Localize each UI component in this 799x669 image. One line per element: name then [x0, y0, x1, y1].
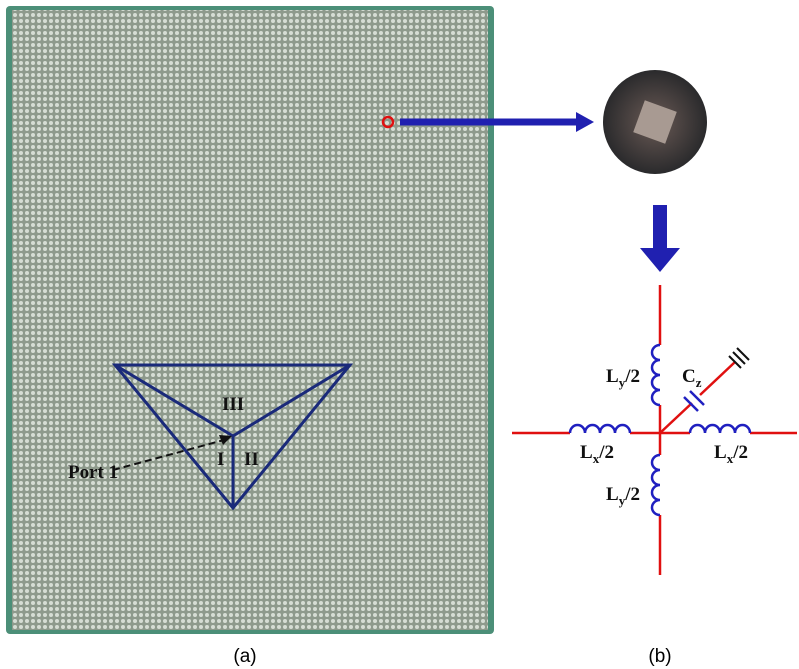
figure: III I II Port 1 Ly/2 Cz Lx/2 Lx/2 Ly/2 (a) (… — [0, 0, 799, 669]
region-label: I — [217, 449, 224, 470]
circuit-label: Lx/2 — [580, 442, 614, 466]
down-arrow — [653, 205, 667, 250]
label-part: /2 — [732, 442, 748, 463]
circuit-label: Ly/2 — [606, 484, 640, 508]
caption: (a) — [233, 646, 256, 667]
port-label: Port 1 — [68, 462, 118, 483]
down-arrow-head — [640, 248, 680, 272]
label-part: C — [682, 366, 696, 387]
region-label: III — [222, 394, 244, 415]
board — [12, 10, 488, 630]
circuit-label: Lx/2 — [714, 442, 748, 466]
label-part: /2 — [624, 366, 640, 387]
caption: (b) — [648, 646, 671, 667]
label-part: L — [580, 442, 593, 463]
wires — [512, 285, 797, 575]
circuit-label: Ly/2 — [606, 366, 640, 390]
label-part: L — [714, 442, 727, 463]
label-part: /2 — [624, 484, 640, 505]
page: III I II Port 1 Ly/2 Cz Lx/2 Lx/2 Ly/2 (a) (… — [0, 0, 799, 669]
label-part: z — [696, 375, 702, 390]
label-part: L — [606, 366, 619, 387]
label-part: /2 — [598, 442, 614, 463]
label-part: L — [606, 484, 619, 505]
arrow-head — [576, 112, 594, 132]
region-label: II — [244, 449, 259, 470]
circuit-label: Cz — [682, 366, 702, 390]
